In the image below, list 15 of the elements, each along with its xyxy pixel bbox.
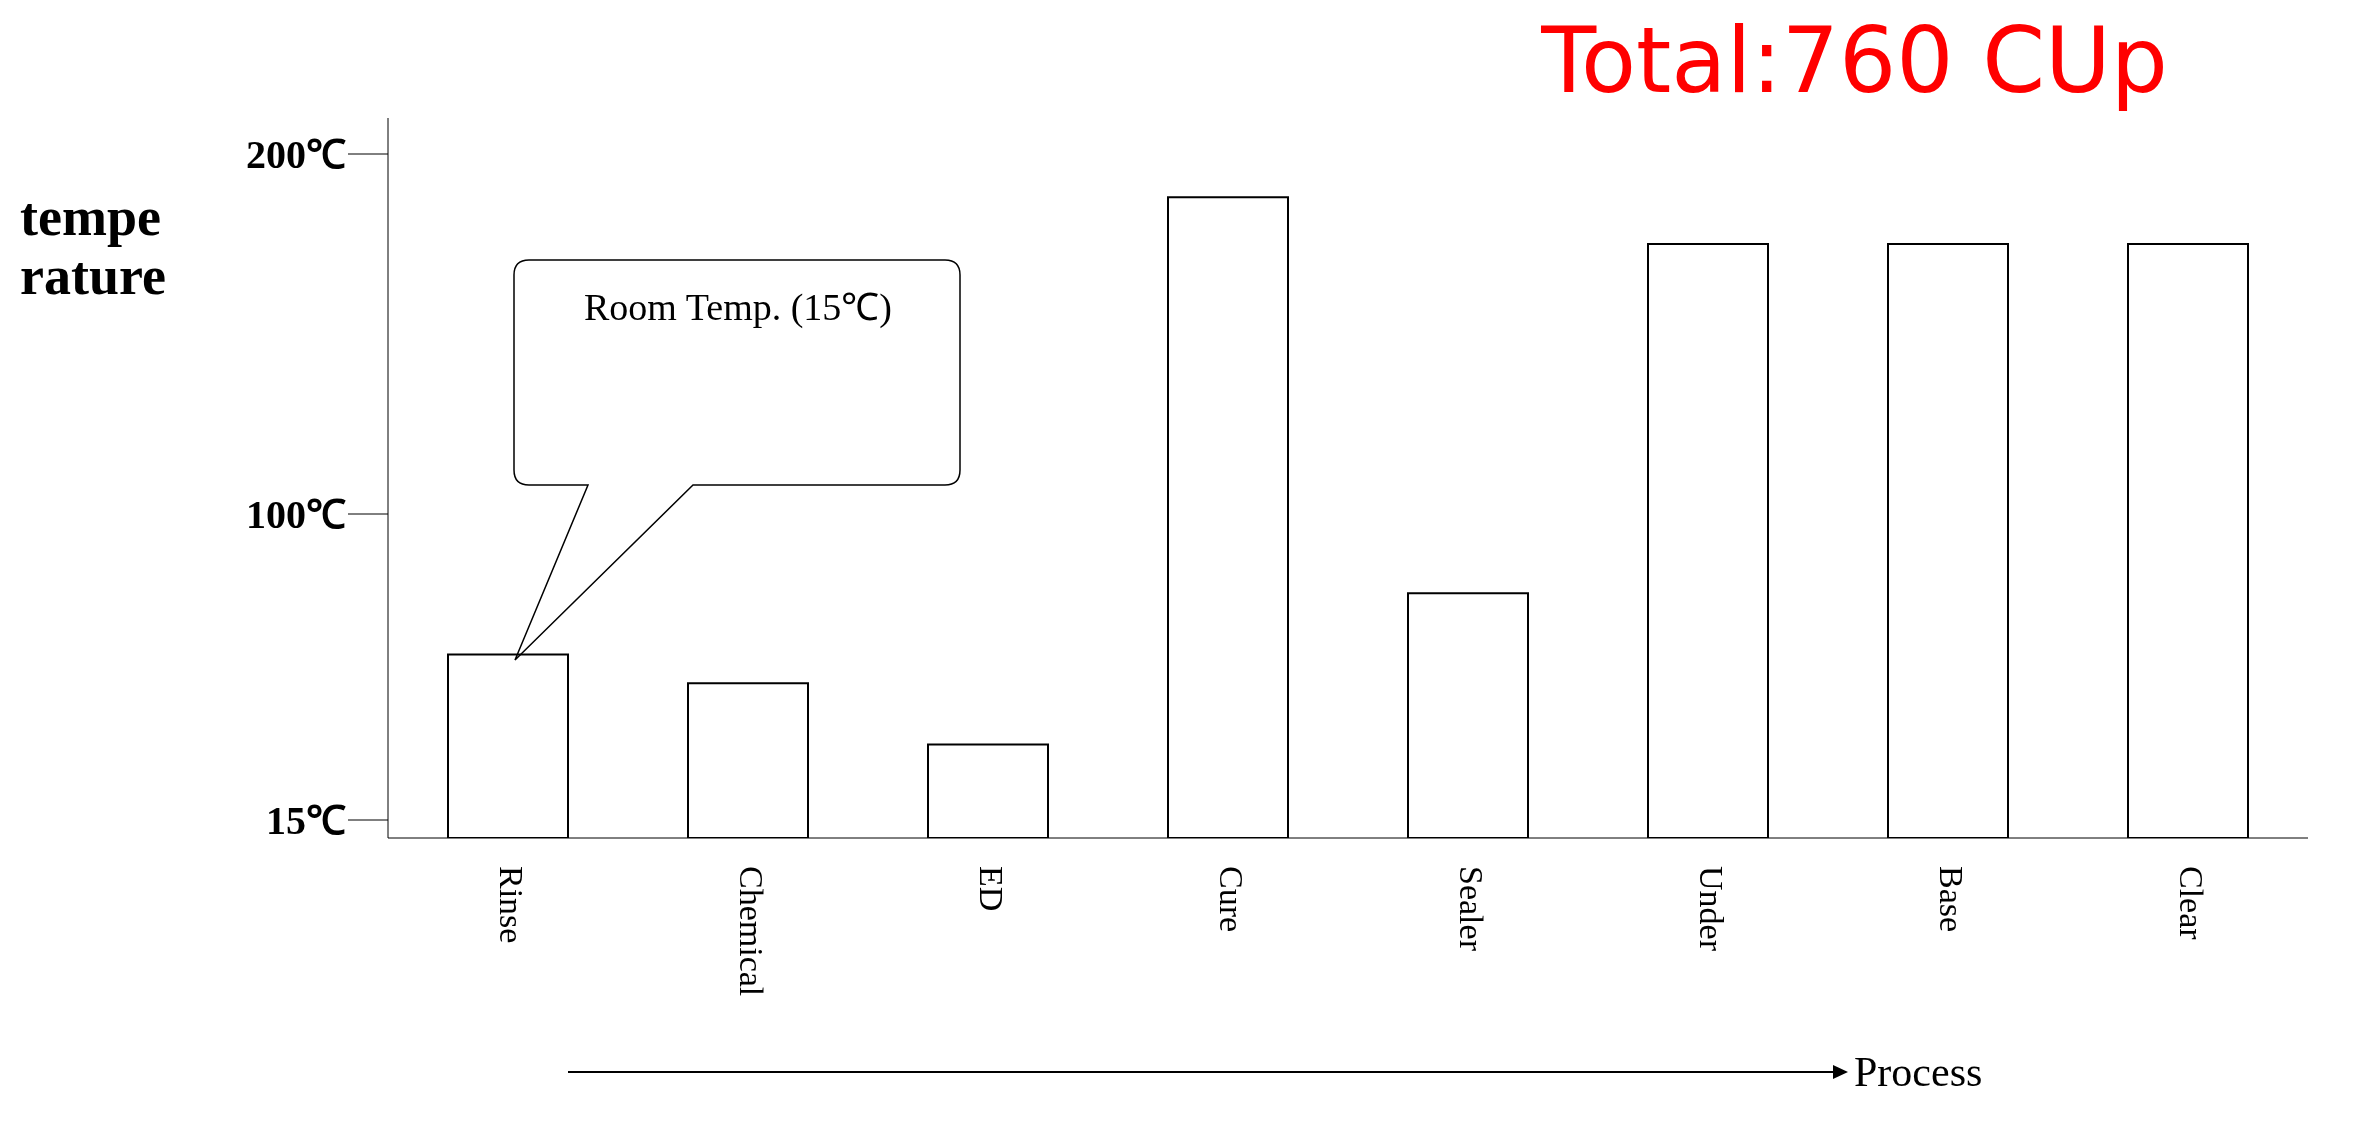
x-tick-label: ED (973, 866, 1011, 912)
y-tick-label: 15℃ (266, 798, 346, 844)
x-tick-label: Sealer (1453, 866, 1491, 952)
y-axis-title: tempe rature (20, 187, 167, 307)
x-tick-label: Clear (2173, 866, 2211, 941)
x-tick-label: Rinse (493, 866, 531, 944)
x-tick-label: Chemical (733, 866, 771, 997)
chart-title: Total:760 CUp (1541, 8, 2168, 113)
annotation: Room Temp. (15℃) (583, 285, 893, 330)
x-tick-label: Cure (1213, 866, 1251, 933)
x-tick-label: Base (1933, 866, 1971, 933)
y-tick-label: 100℃ (246, 492, 346, 538)
x-tick-label: Under (1693, 866, 1731, 952)
y-tick-label: 200℃ (246, 132, 346, 178)
x-axis-title: Process (1854, 1048, 1983, 1096)
